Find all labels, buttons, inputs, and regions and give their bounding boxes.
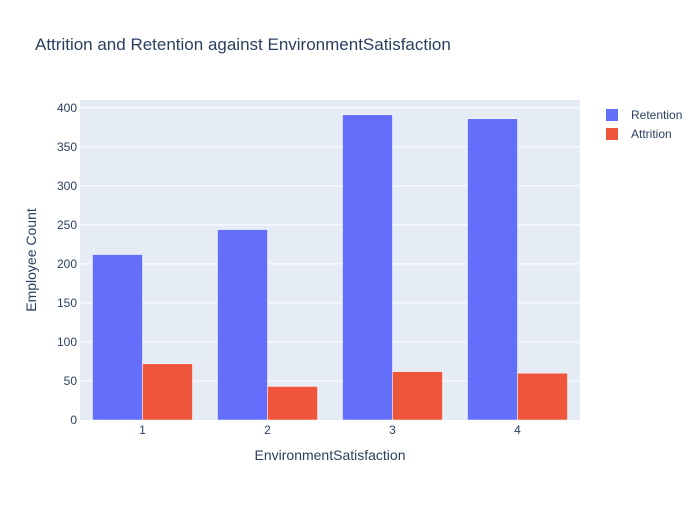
bar-retention-2[interactable] <box>217 229 268 421</box>
y-tick-label: 300 <box>57 179 77 193</box>
x-axis-ticks: 1 2 3 4 <box>139 423 521 437</box>
bar-attrition-4[interactable] <box>517 372 568 421</box>
chart-title: Attrition and Retention against Environm… <box>35 35 451 54</box>
bar-retention-1[interactable] <box>92 254 143 421</box>
legend-swatch <box>606 128 618 140</box>
bars <box>92 114 568 421</box>
y-tick-label: 400 <box>57 101 77 115</box>
legend-label: Attrition <box>631 127 672 141</box>
y-tick-label: 50 <box>64 374 78 388</box>
x-tick-label: 4 <box>514 423 521 437</box>
bar-attrition-1[interactable] <box>142 363 193 421</box>
y-tick-label: 150 <box>57 296 77 310</box>
legend-item-retention[interactable]: Retention <box>606 108 682 122</box>
x-tick-label: 3 <box>389 423 396 437</box>
legend-label: Retention <box>631 108 682 122</box>
legend[interactable]: Retention Attrition <box>606 108 682 141</box>
bar-attrition-3[interactable] <box>392 371 443 421</box>
y-tick-label: 0 <box>70 413 77 427</box>
x-tick-label: 1 <box>139 423 146 437</box>
legend-item-attrition[interactable]: Attrition <box>606 127 672 141</box>
x-tick-label: 2 <box>264 423 271 437</box>
y-tick-label: 200 <box>57 257 77 271</box>
bar-attrition-2[interactable] <box>267 386 318 421</box>
bar-retention-3[interactable] <box>342 114 393 421</box>
bar-retention-4[interactable] <box>467 118 518 421</box>
legend-swatch <box>606 109 618 121</box>
x-axis-title: EnvironmentSatisfaction <box>255 447 406 463</box>
y-axis-ticks: 0 50 100 150 200 250 300 350 400 <box>57 101 77 427</box>
y-tick-label: 100 <box>57 335 77 349</box>
y-tick-label: 250 <box>57 218 77 232</box>
y-axis-title: Employee Count <box>23 208 39 312</box>
y-tick-label: 350 <box>57 140 77 154</box>
